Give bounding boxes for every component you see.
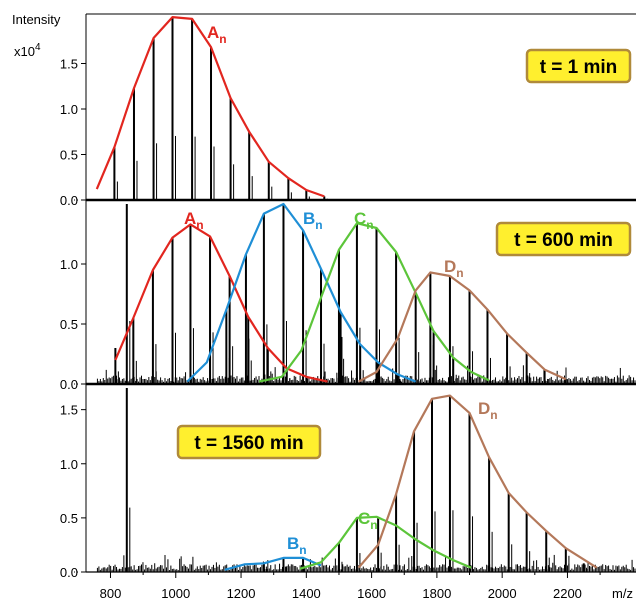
envelope-label-base: D <box>444 257 456 276</box>
time-label-box <box>176 424 322 460</box>
envelope-label-b: Bn <box>303 209 323 232</box>
x-tick-label: 1200 <box>227 586 256 601</box>
time-label-text: t = 1 min <box>540 57 618 78</box>
time-label-box <box>525 48 632 84</box>
x-tick-label: 1400 <box>292 586 321 601</box>
envelope-label-base: C <box>358 509 370 528</box>
time-label-text: t = 1560 min <box>194 433 303 454</box>
peaks <box>125 388 588 572</box>
envelope-label-sub: n <box>490 408 497 422</box>
time-label-box <box>495 221 632 257</box>
envelope-label-a: An <box>207 23 227 46</box>
y-tick-label: 0.5 <box>60 511 78 526</box>
envelope-label-sub: n <box>366 218 373 232</box>
peaks <box>113 17 328 200</box>
y-tick-label: 0.5 <box>60 317 78 332</box>
y-tick-label: 0.0 <box>60 565 78 580</box>
envelope-label-a: An <box>184 209 204 232</box>
envelope-label-base: A <box>207 23 219 42</box>
envelope-label-base: C <box>354 209 366 228</box>
envelope-label-base: B <box>287 534 299 553</box>
envelope-b <box>186 202 417 383</box>
time-label: t = 1 min <box>525 48 632 84</box>
envelope-c <box>258 222 490 383</box>
envelope-a <box>95 16 325 198</box>
x-tick-label: 2000 <box>488 586 517 601</box>
envelope-label-base: A <box>184 209 196 228</box>
y-axis-title: Intensity <box>12 12 61 27</box>
x-tick-label: 1800 <box>422 586 451 601</box>
envelope-label-d: Dn <box>444 257 464 280</box>
envelope-b <box>224 556 322 571</box>
y-tick-label: 1.0 <box>60 457 78 472</box>
envelope-a <box>114 223 328 383</box>
envelope-label-sub: n <box>299 543 306 557</box>
y-multiplier: x104 <box>14 42 41 59</box>
envelope-label-sub: n <box>196 218 203 232</box>
envelope-label-base: B <box>303 209 315 228</box>
y-tick-label: 0.0 <box>60 193 78 208</box>
envelope-label-sub: n <box>370 518 377 532</box>
panel-1: 0.0 0.5 1.0 1.5 An t = 1 min <box>60 16 636 208</box>
y-tick-label: 1.5 <box>60 57 78 72</box>
y-tick-label: 1.0 <box>60 257 78 272</box>
envelope-label-c: Cn <box>354 209 374 232</box>
envelope-label-b: Bn <box>287 534 307 557</box>
x-axis-unit: m/z <box>612 586 633 601</box>
envelope-label-sub: n <box>315 218 322 232</box>
envelope-d <box>358 271 567 383</box>
envelope-d <box>357 394 598 569</box>
time-label: t = 1560 min <box>176 424 322 460</box>
x-tick-label: 2200 <box>553 586 582 601</box>
y-tick-label: 1.0 <box>60 102 78 117</box>
envelope-label-d: Dn <box>478 399 498 422</box>
x-tick-label: 800 <box>100 586 122 601</box>
envelope-label-sub: n <box>456 266 463 280</box>
time-label: t = 600 min <box>495 221 632 257</box>
x-tick-label: 1600 <box>357 586 386 601</box>
envelope-label-base: D <box>478 399 490 418</box>
y-multiplier-base: x10 <box>14 44 35 59</box>
x-axis: 800 1000 1200 1400 1600 1800 2000 2200 <box>100 572 601 601</box>
y-tick-label: 0.0 <box>60 377 78 392</box>
time-label-text: t = 600 min <box>514 230 613 251</box>
y-tick-label: 1.5 <box>60 403 78 418</box>
y-multiplier-exp: 4 <box>35 42 41 53</box>
x-tick-label: 1000 <box>161 586 190 601</box>
y-tick-label: 0.5 <box>60 148 78 163</box>
envelope-label-c: Cn <box>358 509 378 532</box>
envelope-label-sub: n <box>219 32 226 46</box>
